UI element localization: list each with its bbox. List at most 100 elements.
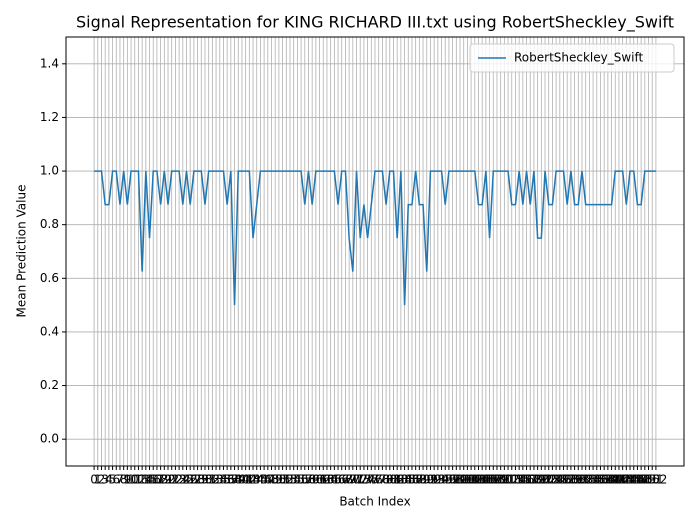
x-tick-label: 107 bbox=[478, 473, 501, 487]
x-tick-label: 103 bbox=[463, 473, 486, 487]
x-tick-label: 7 bbox=[116, 473, 124, 487]
x-tick-label: 120 bbox=[526, 473, 549, 487]
x-tick-label: 133 bbox=[574, 473, 597, 487]
data-line bbox=[94, 170, 656, 306]
x-tick-label: 52 bbox=[279, 473, 294, 487]
x-tick-label: 59 bbox=[305, 473, 320, 487]
legend-label: RobertSheckley_Swift bbox=[514, 51, 644, 65]
x-tick-label: 30 bbox=[197, 473, 212, 487]
x-tick-label: 75 bbox=[364, 473, 379, 487]
x-tick-label: 45 bbox=[253, 473, 268, 487]
x-tick-label: 145 bbox=[619, 473, 642, 487]
x-tick-label: 78 bbox=[375, 473, 390, 487]
x-tick-label: 44 bbox=[249, 473, 264, 487]
legend-box bbox=[469, 43, 675, 73]
x-tick-label: 140 bbox=[600, 473, 623, 487]
x-tick-label: 151 bbox=[641, 473, 664, 487]
x-tick-label: 34 bbox=[212, 473, 227, 487]
x-tick-label: 17 bbox=[149, 473, 164, 487]
x-tick-label: 106 bbox=[474, 473, 497, 487]
x-tick-label: 48 bbox=[264, 473, 279, 487]
x-tick-label: 27 bbox=[186, 473, 201, 487]
y-tick-label: 0.8 bbox=[40, 217, 59, 231]
x-tick-label: 87 bbox=[408, 473, 423, 487]
x-tick-label: 83 bbox=[393, 473, 408, 487]
x-tick-label: 150 bbox=[637, 473, 660, 487]
y-axis-label: Mean Prediction Value bbox=[15, 185, 29, 318]
x-tick-label: 139 bbox=[596, 473, 619, 487]
x-tick-label: 0 bbox=[90, 473, 98, 487]
x-tick-label: 16 bbox=[146, 473, 161, 487]
x-tick-label: 93 bbox=[430, 473, 445, 487]
x-axis-label: Batch Index bbox=[339, 495, 410, 509]
x-tick-label: 100 bbox=[452, 473, 475, 487]
x-tick-label: 41 bbox=[238, 473, 253, 487]
x-tick-label: 101 bbox=[456, 473, 479, 487]
x-tick-label: 56 bbox=[293, 473, 308, 487]
x-tick-label: 146 bbox=[622, 473, 645, 487]
x-tick-label: 19 bbox=[157, 473, 172, 487]
x-tick-label: 88 bbox=[412, 473, 427, 487]
x-tick-label: 69 bbox=[341, 473, 356, 487]
x-tick-label: 110 bbox=[489, 473, 512, 487]
x-tick-label: 142 bbox=[607, 473, 630, 487]
x-tick-label: 1 bbox=[94, 473, 102, 487]
x-tick-label: 148 bbox=[630, 473, 653, 487]
x-tick-label: 137 bbox=[589, 473, 612, 487]
x-tick-label: 71 bbox=[349, 473, 364, 487]
x-tick-label: 117 bbox=[515, 473, 538, 487]
x-tick-label: 10 bbox=[123, 473, 138, 487]
x-tick-label: 32 bbox=[205, 473, 220, 487]
x-tick-label: 138 bbox=[593, 473, 616, 487]
x-tick-label: 115 bbox=[508, 473, 531, 487]
x-tick-label: 121 bbox=[530, 473, 553, 487]
x-tick-label: 4 bbox=[105, 473, 113, 487]
x-tick-label: 126 bbox=[548, 473, 571, 487]
x-tick-label: 112 bbox=[497, 473, 520, 487]
x-tick-label: 147 bbox=[626, 473, 649, 487]
x-tick-label: 65 bbox=[327, 473, 342, 487]
x-tick-label: 95 bbox=[438, 473, 453, 487]
x-tick-label: 42 bbox=[242, 473, 257, 487]
x-tick-label: 89 bbox=[415, 473, 430, 487]
x-tick-label: 102 bbox=[460, 473, 483, 487]
x-tick-label: 118 bbox=[519, 473, 542, 487]
x-tick-label: 14 bbox=[138, 473, 153, 487]
x-tick-label: 54 bbox=[286, 473, 301, 487]
y-tick-label: 0.0 bbox=[40, 432, 59, 446]
x-tick-label: 39 bbox=[231, 473, 246, 487]
x-tick-label: 127 bbox=[552, 473, 575, 487]
x-tick-label: 114 bbox=[504, 473, 527, 487]
x-tick-label: 13 bbox=[135, 473, 150, 487]
x-tick-label: 90 bbox=[419, 473, 434, 487]
x-tick-label: 5 bbox=[109, 473, 117, 487]
x-tick-label: 129 bbox=[559, 473, 582, 487]
x-tick-label: 40 bbox=[234, 473, 249, 487]
x-tick-label: 53 bbox=[282, 473, 297, 487]
x-tick-label: 143 bbox=[611, 473, 634, 487]
x-tick-label: 86 bbox=[404, 473, 419, 487]
x-tick-label: 20 bbox=[160, 473, 175, 487]
x-tick-label: 50 bbox=[271, 473, 286, 487]
x-tick-label: 46 bbox=[256, 473, 271, 487]
x-tick-label: 76 bbox=[367, 473, 382, 487]
x-tick-label: 149 bbox=[633, 473, 656, 487]
x-tick-label: 80 bbox=[382, 473, 397, 487]
x-tick-label: 24 bbox=[175, 473, 190, 487]
x-tick-label: 8 bbox=[120, 473, 128, 487]
x-tick-label: 141 bbox=[604, 473, 627, 487]
x-tick-label: 132 bbox=[571, 473, 594, 487]
grid bbox=[66, 37, 684, 466]
x-tick-label: 97 bbox=[445, 473, 460, 487]
x-tick-label: 31 bbox=[201, 473, 216, 487]
x-tick-label: 2 bbox=[98, 473, 106, 487]
x-tick-label: 12 bbox=[131, 473, 146, 487]
x-tick-label: 33 bbox=[208, 473, 223, 487]
y-tick-label: 0.4 bbox=[40, 324, 59, 338]
x-tick-label: 94 bbox=[434, 473, 449, 487]
x-tick-label: 144 bbox=[615, 473, 638, 487]
x-tick-label: 125 bbox=[545, 473, 568, 487]
plot-area bbox=[94, 170, 656, 306]
x-tick-label: 26 bbox=[183, 473, 198, 487]
